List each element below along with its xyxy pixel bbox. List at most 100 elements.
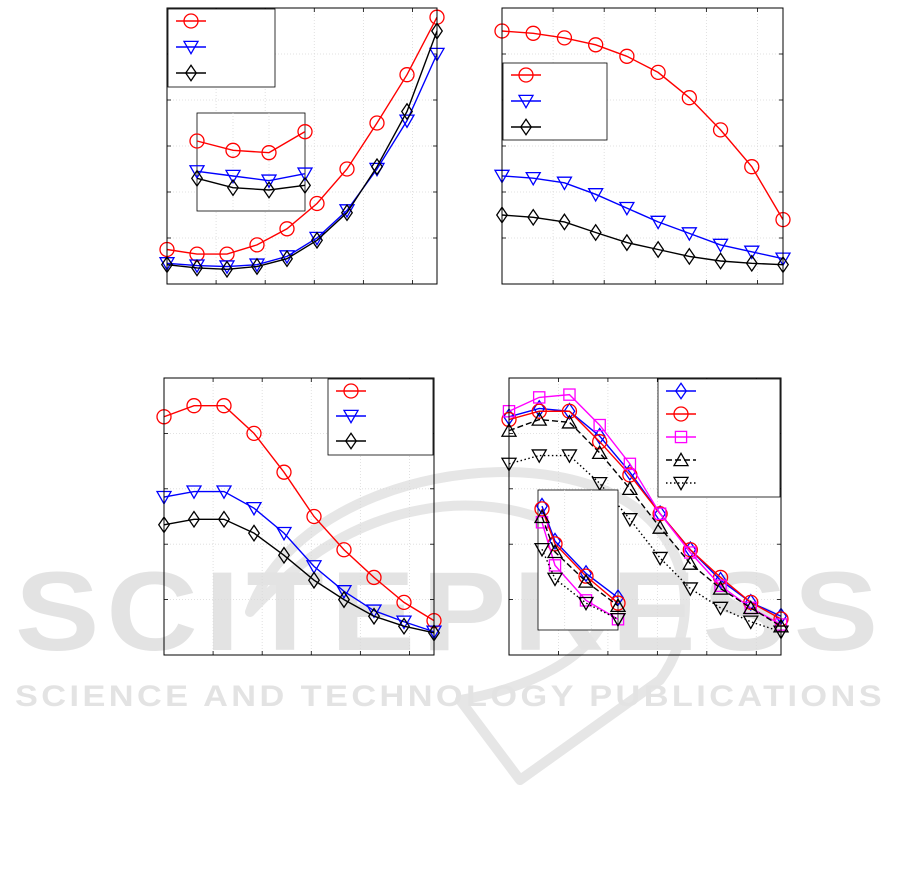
series-3-point-2 <box>190 259 204 277</box>
legend-entry-3-marker <box>184 64 198 82</box>
series-2-point-4 <box>587 188 604 203</box>
chart-panel-4 <box>500 377 790 656</box>
legend-entry-5-marker <box>672 476 690 491</box>
series-2-point-5 <box>618 201 636 217</box>
series-3-point-4 <box>589 223 602 242</box>
inset-series-5-point-4 <box>609 612 627 628</box>
series-1-point-8 <box>712 122 729 138</box>
series-1-point-7 <box>681 90 697 106</box>
series-3-point-6 <box>652 240 665 259</box>
series-1-point-5 <box>619 48 635 64</box>
series-3-point-5 <box>623 457 637 471</box>
series-2-point-5 <box>275 526 293 542</box>
inset-series-3-point-3 <box>262 181 276 199</box>
inset-panel <box>533 489 627 631</box>
series-3-point-6 <box>310 231 324 250</box>
inset-series-3-point-4 <box>298 176 312 195</box>
series-2-line <box>166 53 438 268</box>
inset-series-5-point-1 <box>533 542 551 558</box>
series-5-point-6 <box>651 551 669 567</box>
series-5-point-9 <box>742 615 759 630</box>
inset-series-2-point-1 <box>188 165 206 180</box>
series-1-line <box>166 16 438 255</box>
series-1-point-4 <box>588 37 604 53</box>
inset-series-2-point-1 <box>534 501 550 517</box>
legend-entry-3-marker <box>344 432 358 450</box>
series-5-point-5 <box>621 513 639 528</box>
series-3-point-8 <box>367 607 381 626</box>
series-2-point-3 <box>561 403 578 419</box>
series-3-point-3 <box>220 260 234 279</box>
inset-panel <box>188 112 314 212</box>
series-5-point-4 <box>591 477 608 492</box>
series-3-line <box>501 214 784 266</box>
chart-panel-1 <box>158 7 446 285</box>
series-2-point-6 <box>305 560 323 575</box>
series-3-point-5 <box>280 249 294 268</box>
legend-frame <box>657 378 781 498</box>
series-2-line <box>163 490 435 633</box>
series-2-point-9 <box>398 114 416 129</box>
series-2-point-3 <box>215 485 233 500</box>
legend-entry-1-marker <box>674 382 688 400</box>
series-3-point-4 <box>247 524 261 542</box>
series-2-point-9 <box>395 615 413 630</box>
series-3-point-2 <box>527 208 540 227</box>
series-1-point-8 <box>366 569 382 586</box>
inset-series-1-line <box>196 131 306 154</box>
series-2-point-2 <box>185 485 203 500</box>
watermark-main-text: SCITEPRESS <box>15 549 885 674</box>
inset-series-4-point-1 <box>533 508 551 524</box>
series-3-point-9 <box>400 102 414 121</box>
series-3-point-7 <box>683 247 696 266</box>
legend <box>327 378 434 456</box>
legend-entry-1-marker <box>183 13 199 29</box>
inset-series-5-point-3 <box>577 596 595 612</box>
inset-series-5-point-2 <box>546 572 564 587</box>
series-3-point-4 <box>250 257 264 276</box>
inset-series-1-line <box>541 505 619 599</box>
chart-panel-2 <box>493 7 792 285</box>
series-5-point-8 <box>712 601 729 616</box>
series-3-point-4 <box>593 418 606 432</box>
legend-entry-3-marker <box>519 118 533 136</box>
series-2-point-4 <box>592 434 608 450</box>
series-3-point-7 <box>337 590 351 609</box>
inset-series-1-point-1 <box>189 133 205 149</box>
series-4-line <box>508 418 782 627</box>
series-1-point-8 <box>369 115 385 131</box>
series-1-point-7 <box>339 161 355 177</box>
series-1-point-4 <box>593 427 606 446</box>
inset-series-4-point-4 <box>609 597 627 613</box>
inset-series-1-point-2 <box>548 532 562 551</box>
legend-entry-2-marker <box>182 40 200 55</box>
series-3-point-6 <box>307 571 321 590</box>
series-2-point-7 <box>335 585 353 600</box>
series-2-point-8 <box>365 604 383 619</box>
series-3-point-7 <box>340 203 354 222</box>
inset-series-1-point-4 <box>297 124 313 140</box>
series-1-point-6 <box>650 64 666 81</box>
series-1-line <box>508 407 782 617</box>
inset-series-1-point-3 <box>261 145 277 161</box>
inset-series-2-point-2 <box>224 169 242 184</box>
series-4-point-4 <box>591 444 608 460</box>
inset-series-2-point-4 <box>610 595 626 611</box>
inset-series-4-point-3 <box>577 573 595 588</box>
inset-series-3-point-2 <box>226 178 240 197</box>
series-1-point-9 <box>396 594 412 611</box>
series-2-point-2 <box>531 403 547 419</box>
inset-series-2-point-4 <box>296 167 314 182</box>
legend <box>657 378 781 498</box>
series-1-point-2 <box>186 398 202 414</box>
inset-frame <box>196 112 306 212</box>
series-4-point-6 <box>651 519 669 534</box>
series-3-point-6 <box>653 507 667 520</box>
inset-series-1-point-3 <box>579 564 593 583</box>
inset-series-5-line <box>541 548 619 620</box>
series-4-point-5 <box>621 480 639 496</box>
series-3-point-3 <box>563 388 576 401</box>
series-1-point-3 <box>563 402 576 421</box>
series-3-line <box>508 393 782 626</box>
